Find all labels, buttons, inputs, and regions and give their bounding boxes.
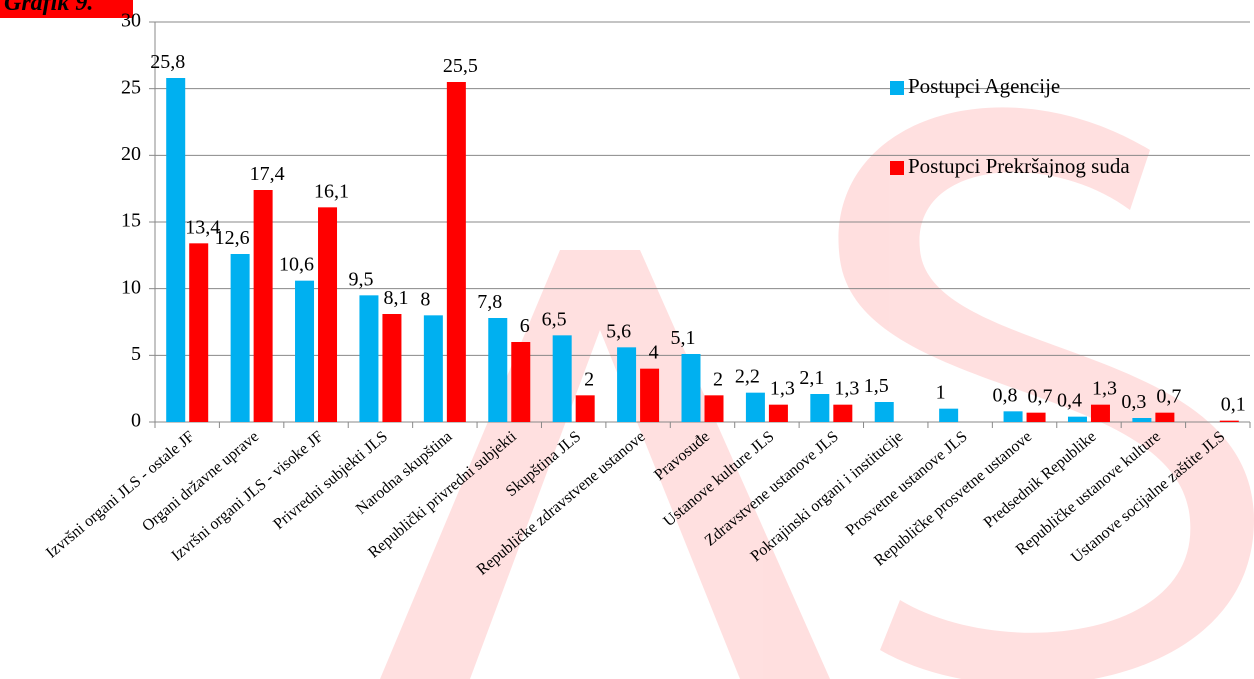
bar	[1026, 412, 1046, 422]
data-label: 0,7	[1156, 386, 1181, 408]
bar	[1155, 412, 1175, 422]
data-label: 1,3	[834, 378, 859, 400]
data-label: 17,4	[250, 163, 285, 185]
data-label: 1,3	[770, 378, 795, 400]
x-tick-label: Prosvetne ustanove JLS	[843, 428, 971, 539]
bar	[189, 243, 209, 422]
chart-title: Grafik 9.	[4, 0, 93, 16]
data-label: 13,4	[185, 216, 220, 238]
data-label: 5,6	[606, 320, 631, 342]
bar	[1003, 411, 1023, 422]
bar	[1067, 416, 1087, 422]
data-label: 2,2	[735, 366, 760, 388]
data-label: 16,1	[314, 180, 349, 202]
data-label: 25,5	[443, 55, 478, 77]
bar	[423, 315, 443, 422]
bar	[575, 395, 595, 422]
bar	[318, 207, 338, 422]
bar	[1090, 404, 1110, 422]
y-tick-label: 30	[121, 10, 141, 32]
data-label: 2	[713, 368, 723, 390]
bar	[681, 354, 701, 422]
legend-swatch	[890, 161, 904, 175]
bar	[359, 295, 379, 422]
bar	[166, 78, 186, 422]
bar	[704, 395, 724, 422]
bar	[745, 392, 765, 422]
data-label: 1	[936, 382, 946, 404]
data-label: 2,1	[799, 367, 824, 389]
data-label: 7,8	[477, 291, 502, 313]
bar	[874, 402, 894, 422]
bar	[295, 280, 315, 422]
x-tick-label: Privredni subjekti JLS	[270, 428, 391, 533]
bar	[768, 404, 788, 422]
x-tick-label: Organi državne uprave	[139, 428, 262, 535]
bar	[382, 314, 402, 422]
bar	[833, 404, 853, 422]
data-label: 2	[584, 368, 594, 390]
data-label: 12,6	[215, 227, 250, 249]
bar	[552, 335, 572, 422]
title-background	[0, 0, 133, 18]
data-label: 0,8	[993, 384, 1018, 406]
data-label: 0,7	[1028, 386, 1053, 408]
data-label: 1,3	[1092, 378, 1117, 400]
y-tick-label: 15	[121, 210, 141, 232]
bar	[1219, 420, 1239, 422]
data-label: 0,1	[1221, 394, 1246, 416]
bar	[488, 318, 508, 422]
y-tick-label: 0	[131, 410, 141, 432]
bar	[640, 368, 660, 422]
bar	[939, 408, 959, 422]
bar	[810, 394, 830, 422]
legend-swatch	[890, 81, 904, 95]
data-label: 10,6	[279, 254, 314, 276]
x-tick-label: Predsednik Republike	[981, 428, 1100, 532]
data-label: 8	[420, 288, 430, 310]
data-label: 0,4	[1057, 390, 1082, 412]
data-label: 5,1	[671, 327, 696, 349]
bar	[617, 347, 637, 422]
data-label: 0,3	[1121, 391, 1146, 413]
data-label: 4	[649, 342, 659, 364]
data-label: 8,1	[383, 287, 408, 309]
y-tick-label: 20	[121, 143, 141, 165]
y-tick-label: 10	[121, 276, 141, 298]
y-tick-label: 25	[121, 76, 141, 98]
data-label: 6,5	[542, 308, 567, 330]
data-label: 1,5	[864, 375, 889, 397]
data-label: 25,8	[150, 51, 185, 73]
bar	[1132, 418, 1152, 422]
legend-label: Postupci Agencije	[908, 74, 1060, 98]
watermark	[380, 107, 1254, 679]
y-tick-label: 5	[131, 343, 141, 365]
bar	[253, 190, 273, 422]
bar	[230, 254, 250, 422]
bar	[511, 342, 531, 422]
bar	[446, 82, 466, 422]
data-label: 9,5	[348, 268, 373, 290]
legend-label: Postupci Prekršajnog suda	[908, 154, 1130, 178]
data-label: 6	[520, 315, 530, 337]
